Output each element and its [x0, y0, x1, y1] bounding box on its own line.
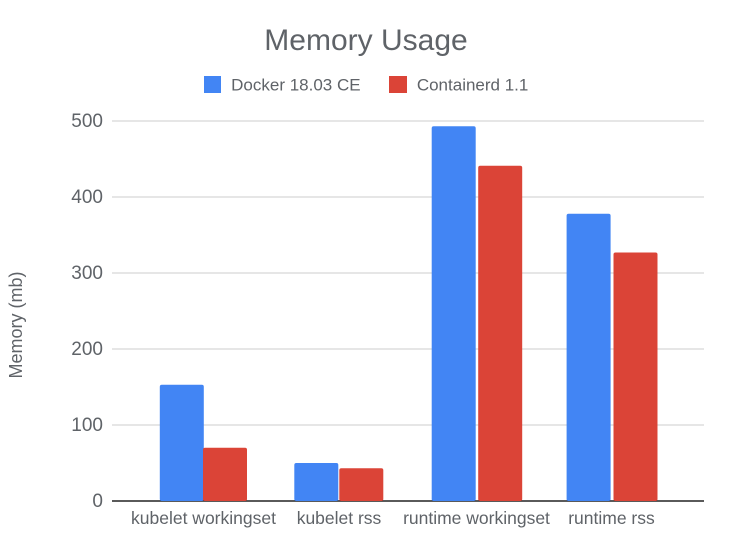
svg-text:0: 0	[92, 491, 103, 512]
svg-text:kubelet workingset: kubelet workingset	[131, 508, 276, 528]
svg-text:runtime workingset: runtime workingset	[403, 508, 550, 528]
svg-text:kubelet rss: kubelet rss	[297, 508, 382, 528]
svg-text:100: 100	[71, 415, 103, 436]
svg-text:200: 200	[71, 339, 103, 360]
svg-text:runtime rss: runtime rss	[568, 508, 655, 528]
svg-text:500: 500	[71, 111, 103, 132]
svg-text:400: 400	[71, 187, 103, 208]
svg-text:300: 300	[71, 263, 103, 284]
svg-text:Memory (mb): Memory (mb)	[6, 272, 26, 379]
